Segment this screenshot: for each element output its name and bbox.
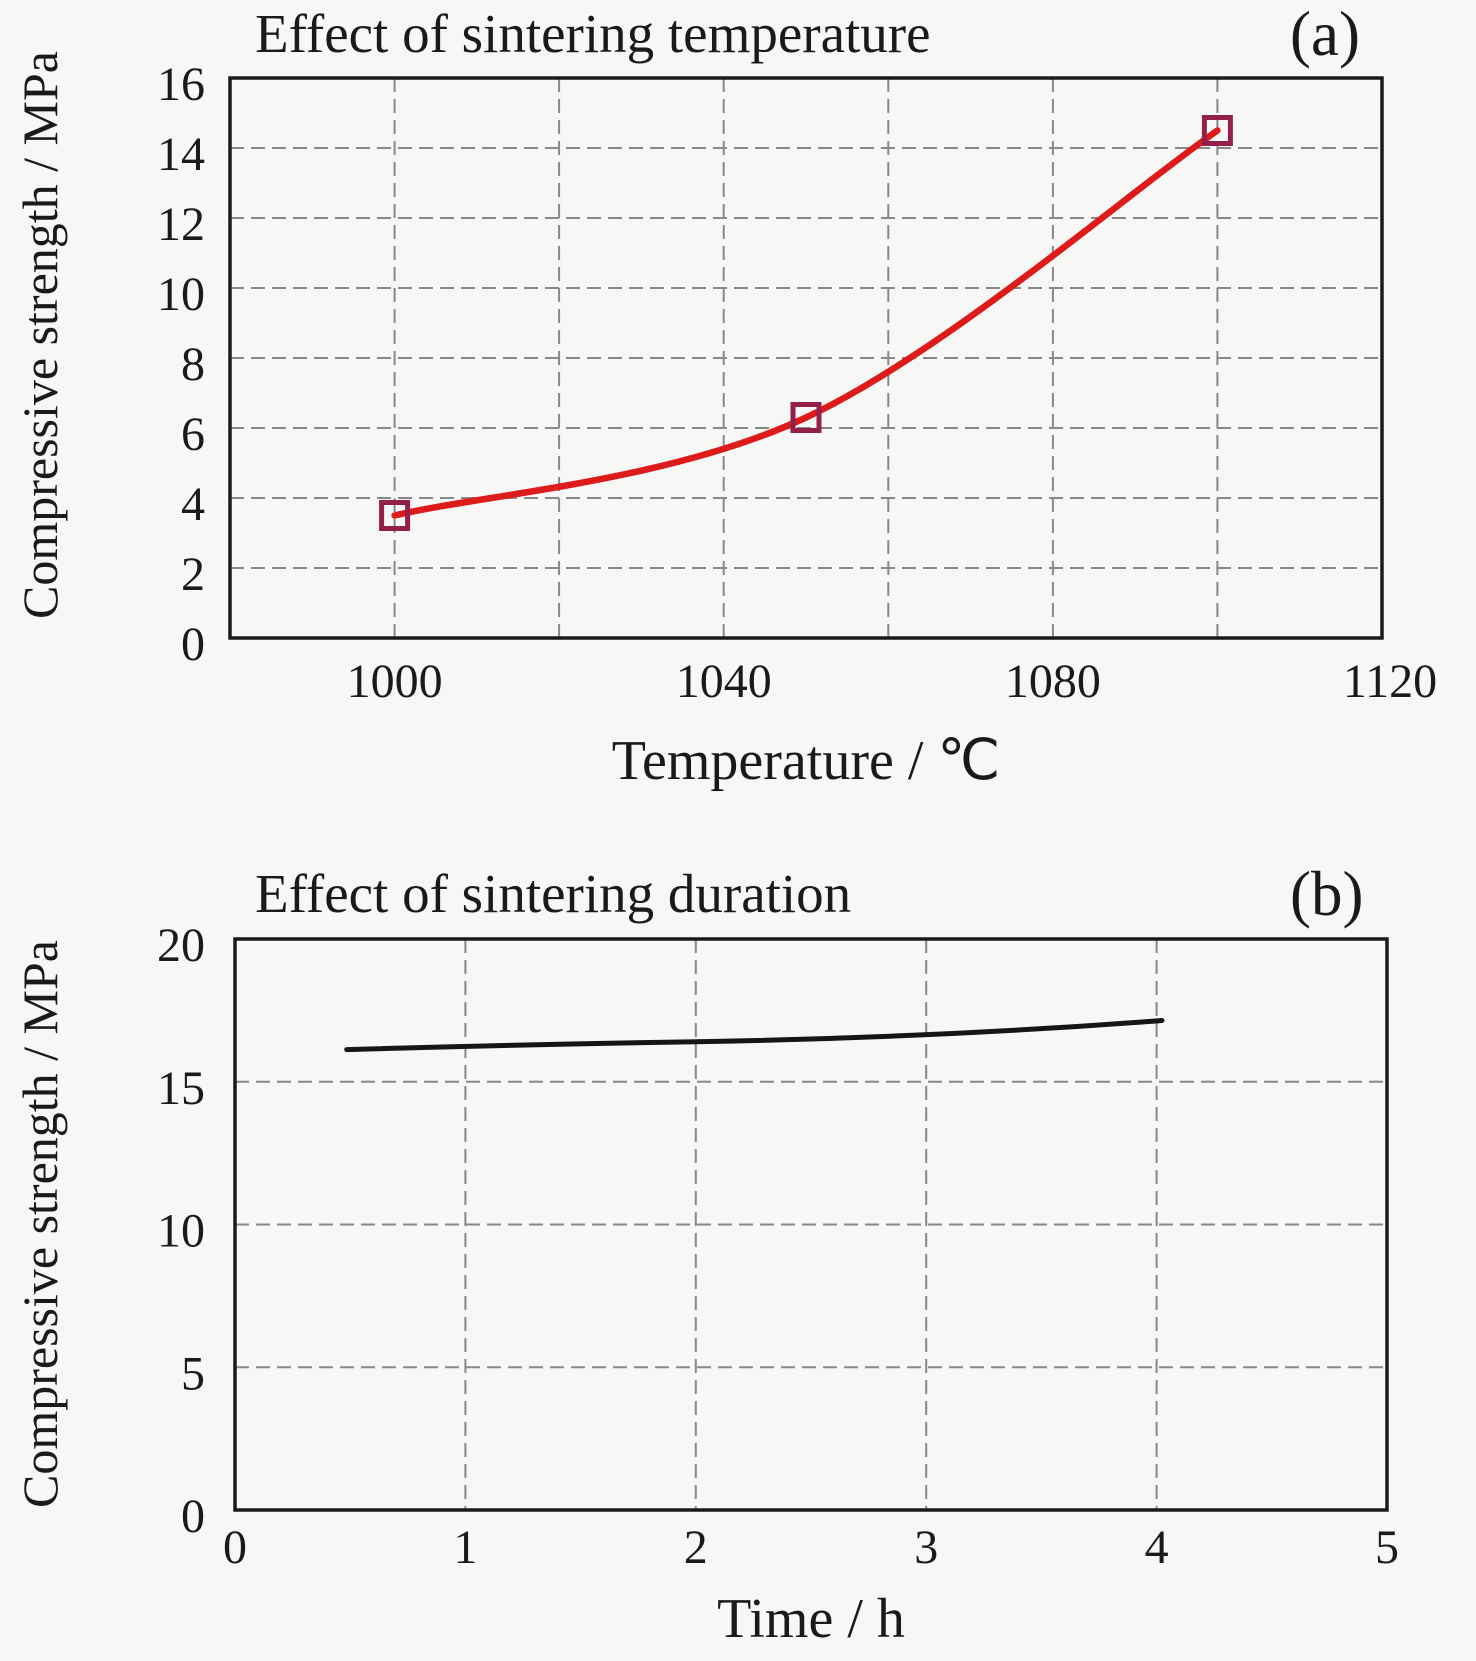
svg-text:Time / h: Time / h xyxy=(717,1588,905,1650)
svg-text:3: 3 xyxy=(914,1521,938,1574)
svg-text:(b): (b) xyxy=(1290,859,1363,929)
svg-text:20: 20 xyxy=(157,919,205,972)
svg-text:10: 10 xyxy=(157,1205,205,1258)
svg-text:4: 4 xyxy=(181,478,205,531)
svg-text:0: 0 xyxy=(181,618,205,671)
svg-text:1000: 1000 xyxy=(347,655,443,708)
svg-text:10: 10 xyxy=(157,268,205,321)
svg-text:8: 8 xyxy=(181,338,205,391)
svg-text:16: 16 xyxy=(157,58,205,111)
svg-text:2: 2 xyxy=(684,1521,708,1574)
svg-text:Effect of sintering temperatur: Effect of sintering temperature xyxy=(255,3,931,64)
svg-text:Temperature / ℃: Temperature / ℃ xyxy=(612,730,1001,792)
svg-text:1080: 1080 xyxy=(1005,655,1101,708)
svg-text:4: 4 xyxy=(1145,1521,1169,1574)
svg-text:14: 14 xyxy=(157,128,205,181)
svg-text:1120: 1120 xyxy=(1343,655,1437,708)
svg-text:6: 6 xyxy=(181,408,205,461)
svg-text:Compressive strength / MPa: Compressive strength / MPa xyxy=(12,940,68,1508)
svg-text:5: 5 xyxy=(1375,1521,1399,1574)
svg-text:1: 1 xyxy=(453,1521,477,1574)
svg-text:15: 15 xyxy=(157,1062,205,1115)
svg-text:12: 12 xyxy=(157,198,205,251)
svg-text:0: 0 xyxy=(181,1490,205,1543)
svg-text:(a): (a) xyxy=(1290,0,1360,69)
svg-text:Compressive strength / MPa: Compressive strength / MPa xyxy=(12,51,68,619)
svg-text:5: 5 xyxy=(181,1347,205,1400)
svg-text:2: 2 xyxy=(181,548,205,601)
svg-text:Effect of sintering duration: Effect of sintering duration xyxy=(255,863,851,924)
svg-text:0: 0 xyxy=(223,1521,247,1574)
svg-text:1040: 1040 xyxy=(676,655,772,708)
